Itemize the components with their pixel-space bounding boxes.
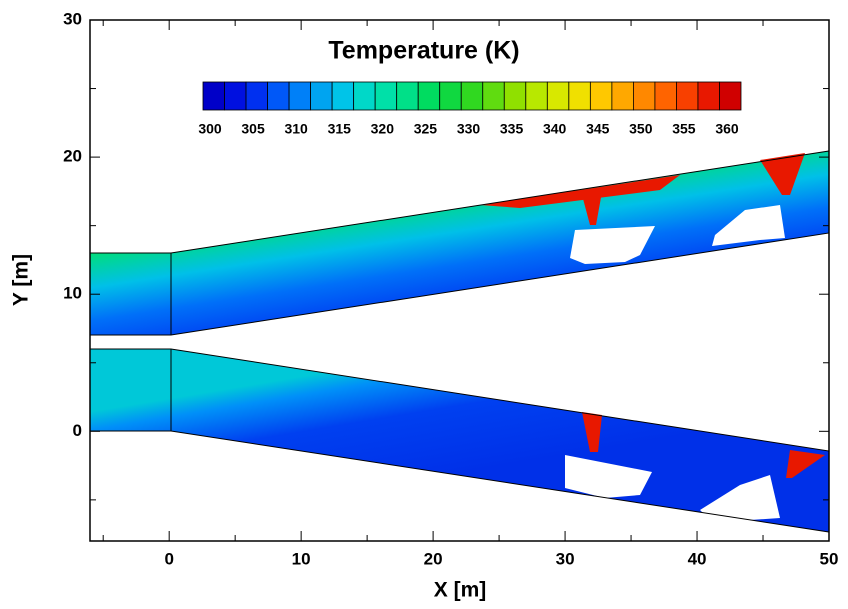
colorbar-band [353,81,376,111]
colorbar-band [719,81,742,111]
colorbar-tick-label: 300 [198,121,222,137]
colorbar-band [374,81,398,111]
colorbar-band [267,81,290,111]
x-tick-label: 0 [164,549,173,568]
colorbar-band [546,81,570,111]
colorbar-band [654,81,677,111]
x-tick-label: 10 [292,549,311,568]
colorbar-band [460,81,484,111]
colorbar-band [611,81,634,111]
colorbar-band [245,81,268,111]
colorbar-tick-label: 330 [457,121,481,137]
x-tick-label: 30 [556,549,575,568]
colorbar-band [676,81,699,111]
colorbar-tick-label: 345 [586,121,610,137]
colorbar-band [503,81,527,111]
colorbar-tick-label: 325 [414,121,438,137]
colorbar-band [417,81,441,111]
colorbar-tick-label: 305 [241,121,265,137]
y-axis-label: Y [m] [10,254,33,306]
x-axis-label: X [m] [434,579,487,602]
colorbar-tick-label: 350 [629,121,653,137]
colorbar-band [202,81,225,111]
y-tick-label: 0 [73,421,82,440]
colorbar-band [331,81,355,111]
colorbar-title: Temperature (K) [328,37,519,65]
colorbar-tick-label: 360 [715,121,739,137]
colorbar-band [224,81,247,111]
x-tick-label: 50 [820,549,839,568]
x-tick-label: 40 [688,549,707,568]
colorbar-band [310,81,333,111]
colorbar-band [697,81,720,111]
colorbar-tick-label: 340 [543,121,567,137]
colorbar-tick-label: 310 [284,121,308,137]
colorbar-band [633,81,656,111]
plot-frame [89,19,830,542]
lower-channel [89,348,830,533]
colorbar-tick-label: 335 [500,121,524,137]
colorbar-band [589,81,613,111]
y-tick-label: 10 [63,284,82,303]
colorbar-band [568,81,591,111]
colorbar-band [396,81,419,111]
colorbar-tick-label: 355 [672,121,696,137]
colorbar-tick-label: 320 [371,121,395,137]
colorbar-band [439,81,462,111]
y-tick-label: 30 [63,9,82,28]
x-tick-label: 20 [424,549,443,568]
y-tick-label: 20 [63,147,82,166]
colorbar-tick-label: 315 [328,121,352,137]
colorbar-band [288,81,311,111]
colorbar-band [482,81,505,111]
colorbar-band [525,81,548,111]
upper-channel [89,150,830,336]
